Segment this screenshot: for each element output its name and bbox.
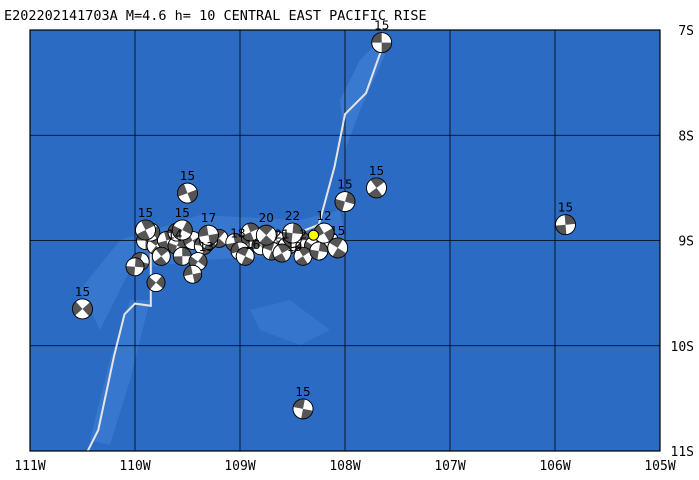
- map-title: E202202141703A M=4.6 h= 10 CENTRAL EAST …: [4, 8, 427, 24]
- cluster-label-2: 18: [230, 226, 245, 240]
- labeled-mechanism-11: [255, 224, 277, 246]
- labeled-mechanism-8: [135, 219, 156, 241]
- map-frame: [29, 29, 661, 452]
- lat-label-0: 7S: [678, 24, 694, 39]
- mechanism-label-7: 15: [295, 385, 310, 399]
- cluster-mechanism-17: [172, 246, 192, 266]
- cluster-mechanism-26: [272, 243, 292, 263]
- lat-label-4: 11S: [671, 445, 694, 460]
- mechanism-label-0: 15: [374, 19, 389, 33]
- labeled-mechanism-12: [282, 222, 303, 244]
- lon-label-6: 105W: [644, 459, 675, 474]
- lon-label-0: 111W: [14, 459, 45, 474]
- cluster-mechanism-31: [241, 222, 260, 242]
- lon-label-1: 110W: [119, 459, 150, 474]
- labeled-mechanism-3: [177, 182, 198, 204]
- lon-label-5: 106W: [539, 459, 570, 474]
- mechanism-label-2: 15: [337, 178, 352, 192]
- cluster-mechanism-21: [293, 246, 313, 266]
- labeled-mechanism-5: [555, 214, 576, 236]
- labeled-mechanism-9: [171, 219, 193, 241]
- mechanism-label-9: 15: [175, 206, 190, 220]
- labeled-mechanism-1: [366, 177, 387, 199]
- cluster-mechanism-24: [183, 264, 203, 284]
- seamount-chain: [250, 300, 330, 345]
- mechanism-label-1: 15: [369, 164, 384, 178]
- mechanism-label-3: 15: [180, 169, 195, 183]
- main-event-marker: [308, 229, 319, 241]
- lon-label-3: 108W: [329, 459, 360, 474]
- lat-label-3: 10S: [671, 340, 694, 355]
- cluster-mechanism-23: [146, 273, 166, 293]
- cluster-label-1: 13: [199, 240, 214, 254]
- cluster-label-4: 21: [274, 227, 289, 241]
- cluster-mechanism-16: [151, 246, 171, 266]
- labeled-mechanism-4: [327, 237, 349, 259]
- labeled-mechanism-10: [198, 224, 219, 246]
- cluster-label-5: 19: [287, 240, 302, 254]
- lat-label-1: 8S: [678, 129, 694, 144]
- lon-label-4: 107W: [434, 459, 465, 474]
- lon-label-2: 109W: [224, 459, 255, 474]
- labeled-mechanism-6: [72, 298, 93, 320]
- cluster-label-0: 14: [167, 227, 182, 241]
- labeled-mechanism-0: [371, 32, 393, 53]
- mechanism-label-8: 15: [138, 206, 153, 220]
- cluster-mechanism-22: [125, 257, 145, 277]
- labeled-mechanism-7: [292, 398, 314, 420]
- cluster-mechanism-25: [235, 246, 255, 266]
- mechanism-label-13: 12: [316, 209, 331, 223]
- labeled-mechanism-2: [334, 191, 356, 213]
- ridge-shading-north: [340, 40, 385, 150]
- cluster-label-3: 16: [245, 238, 260, 252]
- mechanism-label-12: 22: [285, 209, 300, 223]
- mechanism-label-6: 15: [75, 285, 90, 299]
- lat-label-2: 9S: [678, 235, 694, 250]
- axis-labels: 111W 110W 109W 108W 107W 106W 105W 7S 8S 9S 10S 11S: [14, 24, 694, 474]
- mechanism-label-10: 17: [201, 211, 216, 225]
- mechanism-label-11: 20: [259, 211, 274, 225]
- mechanism-label-5: 15: [558, 201, 573, 215]
- cluster-mechanism-27: [309, 241, 329, 261]
